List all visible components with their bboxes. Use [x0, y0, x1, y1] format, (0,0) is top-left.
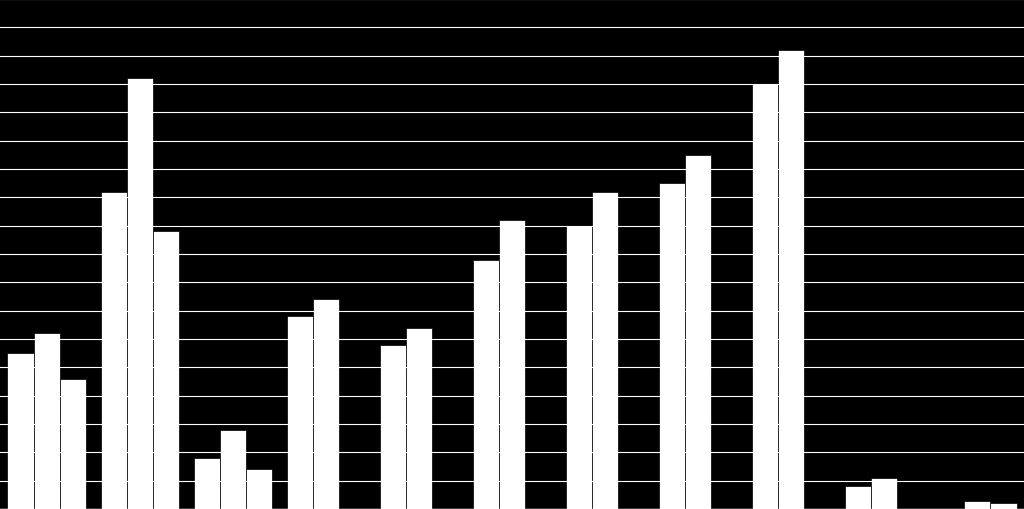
Bar	[34, 334, 59, 509]
Bar	[153, 232, 179, 509]
Bar	[778, 51, 804, 509]
Bar	[473, 260, 499, 509]
Bar	[753, 85, 778, 509]
Bar	[406, 328, 432, 509]
Bar	[287, 317, 312, 509]
Bar	[246, 469, 271, 509]
Bar	[380, 345, 406, 509]
Bar	[59, 379, 86, 509]
Bar	[592, 192, 618, 509]
Bar	[220, 430, 246, 509]
Bar	[685, 156, 712, 509]
Bar	[100, 192, 127, 509]
Bar	[659, 184, 685, 509]
Bar	[312, 300, 339, 509]
Bar	[845, 487, 871, 509]
Bar	[965, 500, 990, 509]
Bar	[499, 220, 525, 509]
Bar	[194, 458, 220, 509]
Bar	[127, 79, 153, 509]
Bar	[7, 353, 34, 509]
Bar	[990, 503, 1017, 509]
Bar	[871, 478, 897, 509]
Bar	[566, 226, 592, 509]
